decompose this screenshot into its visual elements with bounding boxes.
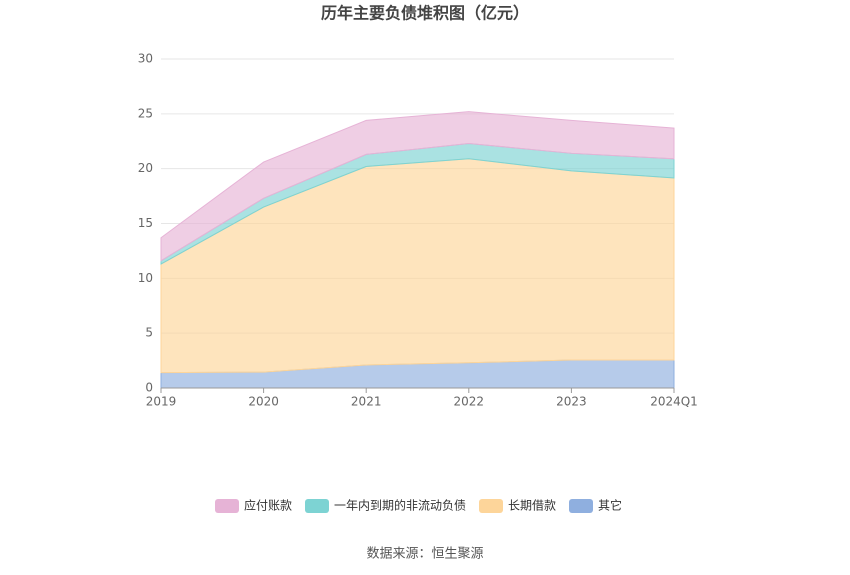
area xyxy=(160,111,675,262)
legend-swatch xyxy=(479,499,503,513)
y-tick-label: 25 xyxy=(138,106,153,120)
legend-label: 应付账款 xyxy=(244,498,292,513)
legend-swatch xyxy=(305,499,329,513)
x-tick-label: 2023 xyxy=(556,395,587,409)
chart-title: 历年主要负债堆积图（亿元） xyxy=(321,4,529,23)
x-tick-label: 2021 xyxy=(351,395,382,409)
x-tick-label: 2024Q1 xyxy=(650,395,698,409)
y-tick-label: 10 xyxy=(138,271,153,285)
y-tick-label: 15 xyxy=(138,216,153,230)
legend-label: 一年内到期的非流动负债 xyxy=(334,498,466,513)
legend-swatch xyxy=(569,499,593,513)
y-tick-label: 0 xyxy=(145,381,153,395)
source: 数据来源：恒生聚源 xyxy=(366,547,483,562)
x-tick-label: 2020 xyxy=(248,395,279,409)
y-tick-label: 30 xyxy=(138,52,153,66)
y-tick-label: 20 xyxy=(138,161,153,175)
legend-label: 其它 xyxy=(598,498,622,513)
legend-swatch xyxy=(215,499,239,513)
x-tick-label: 2019 xyxy=(146,395,177,409)
legend-label: 长期借款 xyxy=(508,499,556,513)
x-tick-label: 2022 xyxy=(454,395,485,409)
y-tick-label: 5 xyxy=(145,326,153,340)
